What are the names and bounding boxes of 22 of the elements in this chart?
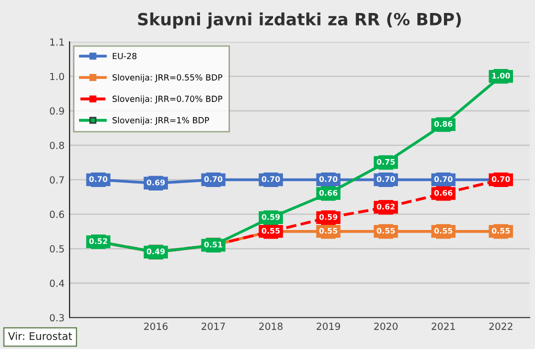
y-tick-label: 0.6	[50, 210, 64, 218]
legend-label: EU-28	[112, 52, 136, 60]
x-tick-label: 2017	[202, 322, 225, 330]
x-tick-label: 2018	[259, 322, 283, 330]
legend-label: Slovenija: JRR=0.55% BDP	[112, 74, 222, 82]
legend-label: Slovenija: JRR=0.70% BDP	[112, 96, 222, 104]
y-tick-label: 0.5	[50, 245, 64, 252]
y-tick-label: 0.3	[50, 314, 64, 322]
x-tick-label: 2019	[316, 322, 340, 330]
x-tick-label: 2021	[432, 322, 455, 330]
x-tick-label: 2022	[489, 322, 512, 330]
x-tick-label: 2020	[374, 322, 398, 330]
y-tick-label: 0.9	[50, 107, 64, 115]
y-tick-label: 1.1	[50, 38, 64, 46]
y-tick-label: 0.8	[50, 142, 64, 150]
legend-label: Slovenija: JRR=1% BDP	[112, 116, 210, 125]
chart-title: Skupni javni izdatki za RR (% BDP)	[138, 12, 461, 29]
y-tick-label: 0.4	[50, 280, 64, 287]
y-tick-label: 0.7	[50, 176, 64, 184]
x-tick-label: 2016	[144, 322, 168, 330]
y-tick-label: 1.0	[50, 72, 64, 80]
text: Vir: Eurostat	[8, 332, 72, 340]
